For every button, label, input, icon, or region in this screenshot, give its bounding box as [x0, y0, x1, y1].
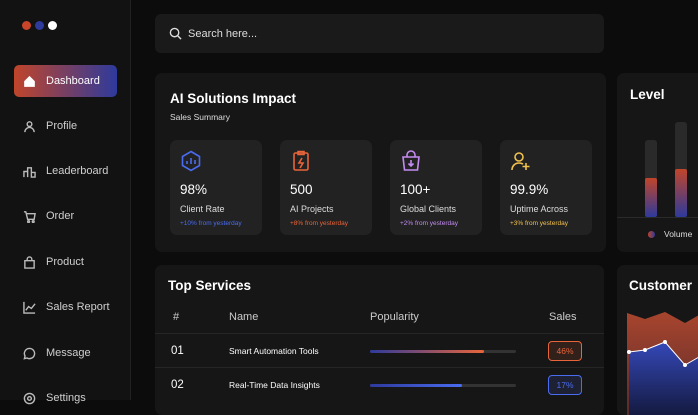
bar	[675, 169, 687, 217]
stat-label: Uptime Across	[510, 204, 569, 214]
stat-value: 99.9%	[510, 182, 549, 197]
card-title: Level	[630, 87, 665, 102]
stat-value: 98%	[180, 182, 208, 197]
search-bar[interactable]: Search here...	[155, 14, 604, 53]
nav-settings[interactable]: Settings	[14, 382, 117, 414]
card-title: AI Solutions Impact	[170, 91, 297, 106]
divider	[617, 217, 698, 218]
rank: 02	[171, 379, 184, 391]
stat-card: 99.9% Uptime Across +3% from yesterday	[500, 140, 592, 235]
popularity-track	[370, 350, 516, 353]
nav-leaderboard[interactable]: Leaderboard	[14, 155, 117, 187]
popularity-track	[370, 384, 516, 387]
stat-card: 500 AI Projects +8% from yesterday	[280, 140, 372, 235]
sales-badge: 17%	[548, 375, 582, 395]
nav-order[interactable]: Order	[14, 200, 117, 232]
stat-label: AI Projects	[290, 204, 334, 214]
legend-dot	[648, 231, 655, 238]
stat-label: Global Clients	[400, 204, 457, 214]
column-header: #	[173, 311, 180, 323]
sales-badge: 46%	[548, 341, 582, 361]
logo-dots	[22, 21, 57, 30]
nav-message[interactable]: Message	[14, 337, 117, 369]
bar	[645, 178, 657, 217]
stat-icon	[181, 150, 201, 172]
level-card: Level Volume	[617, 73, 698, 252]
nav-sales-report[interactable]: Sales Report	[14, 291, 117, 323]
customer-card: Customer	[617, 265, 698, 415]
stat-icon	[293, 150, 309, 171]
stat-change: +2% from yesterday	[400, 220, 458, 227]
legend-label: Volume	[664, 229, 693, 239]
column-header: Popularity	[370, 311, 419, 323]
rank: 01	[171, 345, 184, 357]
nav-product[interactable]: Product	[14, 246, 117, 278]
impact-card: AI Solutions Impact Sales Summary 98% Cli…	[155, 73, 606, 252]
stat-change: +8% from yesterday	[290, 220, 348, 227]
service-name: Real-Time Data Insights	[229, 380, 320, 390]
stat-change: +3% from yesterday	[510, 220, 568, 227]
service-name: Smart Automation Tools	[229, 346, 319, 356]
stat-change: +10% from yesterday	[180, 220, 242, 227]
stat-value: 100+	[400, 182, 431, 197]
card-title: Top Services	[168, 278, 252, 293]
popularity-bar	[370, 350, 484, 353]
card-subtitle: Sales Summary	[170, 112, 230, 122]
stat-card: 98% Client Rate +10% from yesterday	[170, 140, 262, 235]
sidebar: Dashboard Profile Leaderboard Order Prod…	[0, 0, 131, 404]
table-row[interactable]: 01 Smart Automation Tools 46%	[155, 333, 604, 367]
nav-dashboard[interactable]: Dashboard	[14, 65, 117, 97]
column-header: Name	[229, 311, 259, 323]
nav-profile[interactable]: Profile	[14, 110, 117, 142]
stat-icon	[402, 150, 420, 171]
stat-card: 100+ Global Clients +2% from yesterday	[390, 140, 482, 235]
table-row[interactable]: 02 Real-Time Data Insights 17%	[155, 367, 604, 401]
popularity-bar	[370, 384, 462, 387]
card-title: Customer	[629, 278, 693, 293]
search-placeholder: Search here...	[188, 27, 258, 40]
services-card: Top Services # Name Popularity Sales 01 S…	[155, 265, 604, 415]
stat-label: Client Rate	[180, 204, 225, 214]
stat-icon	[511, 152, 530, 171]
stat-value: 500	[290, 182, 313, 197]
area-chart	[627, 312, 698, 415]
column-header: Sales	[549, 311, 577, 323]
